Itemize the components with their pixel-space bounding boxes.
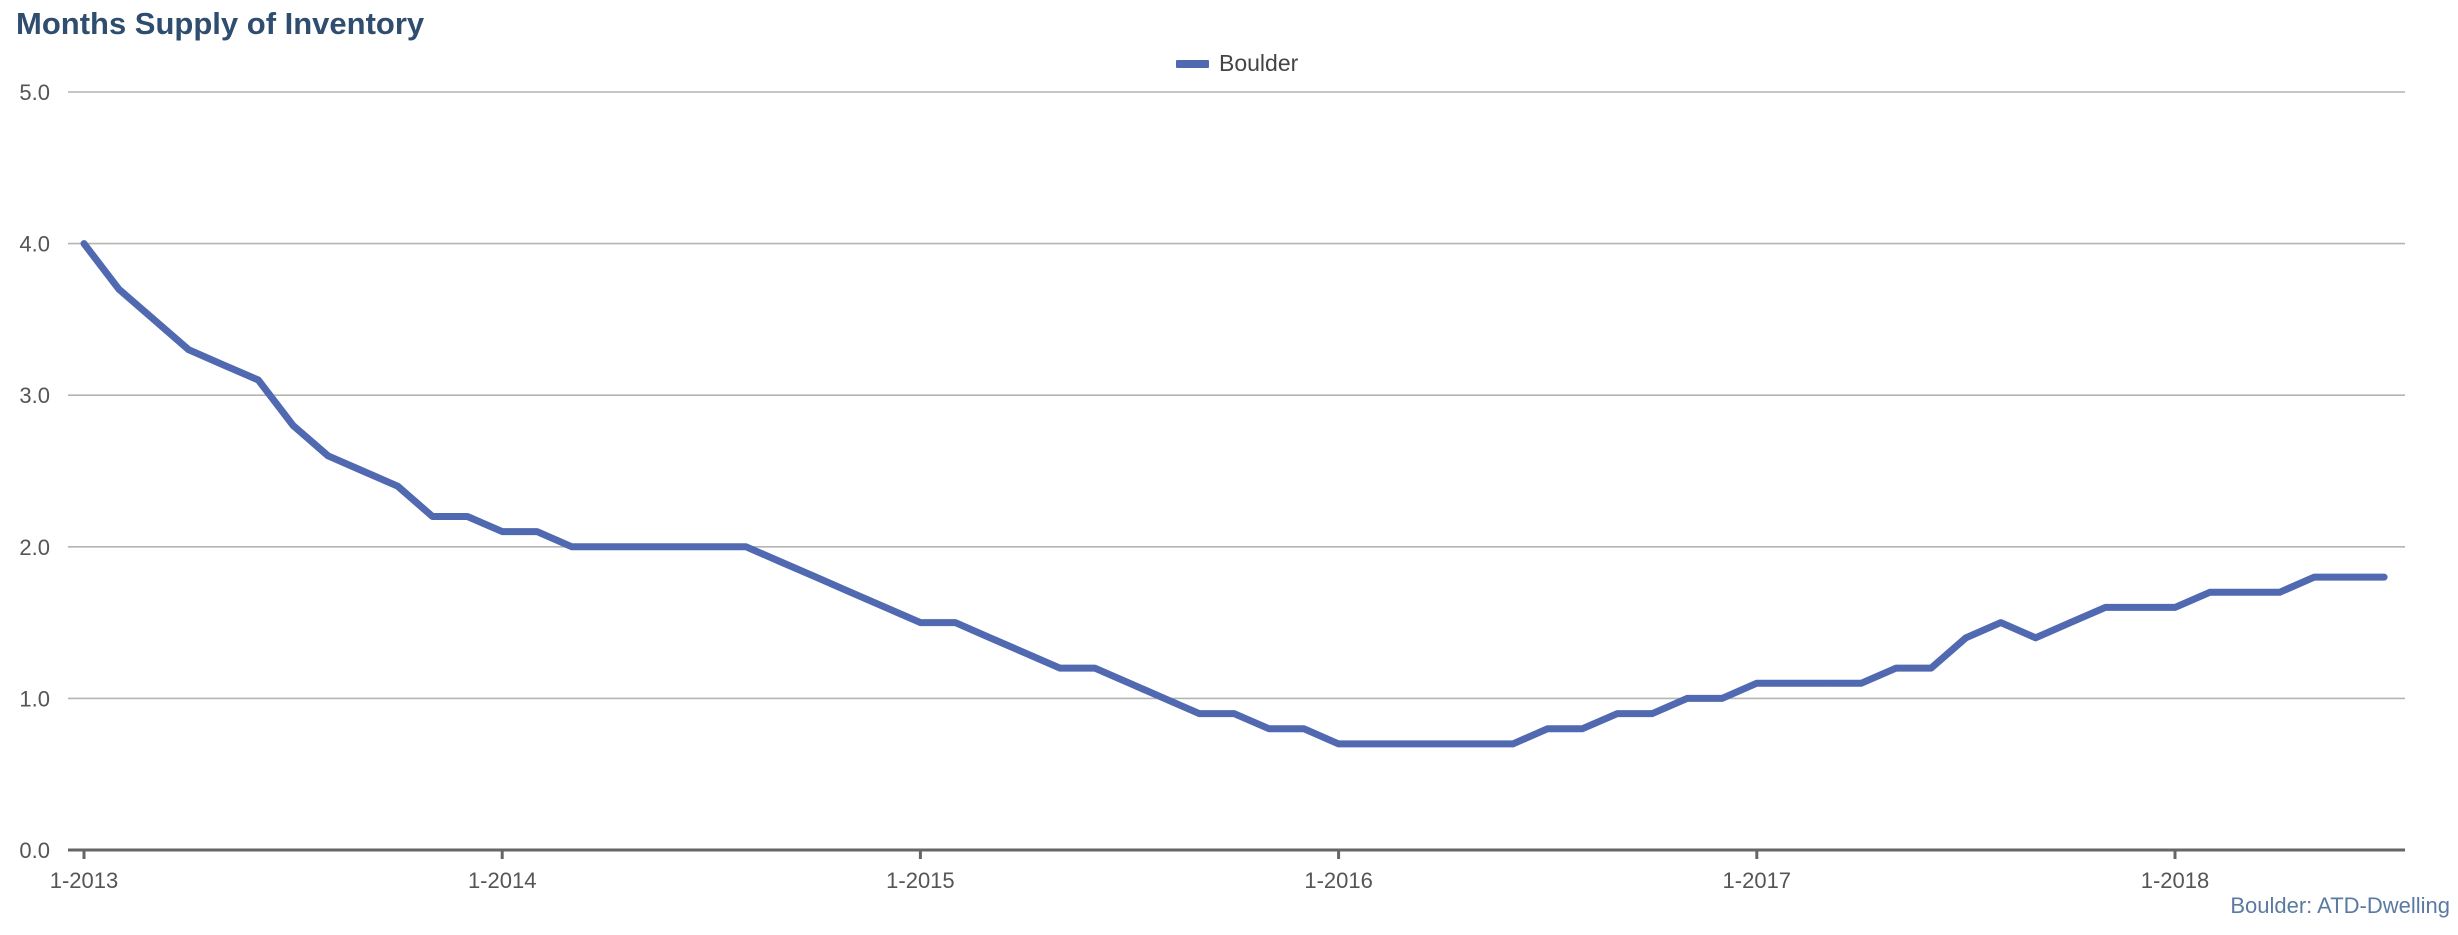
legend-swatch-boulder [1176, 59, 1209, 68]
y-tick-label: 3.0 [19, 383, 50, 408]
y-tick-label: 1.0 [19, 686, 50, 711]
x-tick-label: 1-2018 [2141, 868, 2210, 893]
y-tick-label: 0.0 [19, 838, 50, 863]
y-tick-label: 4.0 [19, 232, 50, 257]
legend: Boulder [1176, 50, 1298, 77]
x-tick-label: 1-2013 [50, 868, 119, 893]
y-tick-label: 2.0 [19, 535, 50, 560]
x-tick-label: 1-2017 [1723, 868, 1792, 893]
x-tick-label: 1-2016 [1304, 868, 1373, 893]
chart-title: Months Supply of Inventory [16, 6, 425, 41]
source-note: Boulder: ATD-Dwelling [2230, 893, 2450, 918]
x-tick-label: 1-2015 [886, 868, 955, 893]
series-line-boulder [80, 240, 2388, 748]
legend-label-boulder: Boulder [1219, 50, 1299, 76]
x-tick-label: 1-2014 [468, 868, 537, 893]
y-tick-label: 5.0 [19, 80, 50, 105]
